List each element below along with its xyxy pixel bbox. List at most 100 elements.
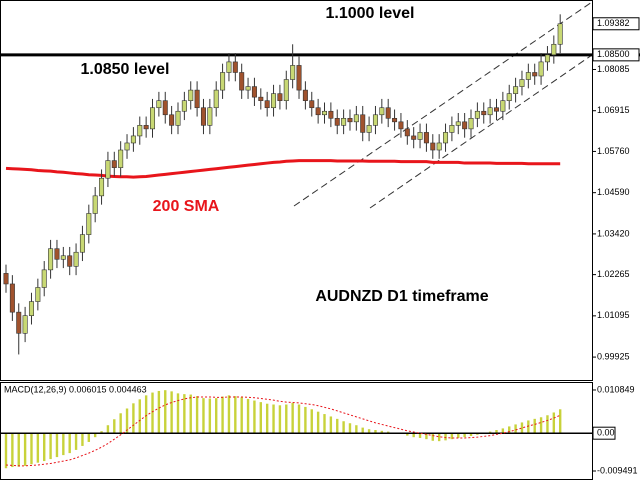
candle-body	[411, 135, 417, 140]
candle-body	[264, 100, 270, 109]
candle-body	[67, 255, 73, 267]
macd-bar	[208, 398, 212, 434]
macd-bar	[508, 426, 511, 434]
candle-body	[392, 117, 398, 123]
macd-bar	[444, 433, 447, 441]
macd-bar	[157, 390, 161, 434]
annotation: 200 SMA	[153, 198, 220, 215]
macd-panel	[0, 382, 593, 480]
candle-body	[207, 107, 213, 126]
macd-bar	[62, 433, 65, 456]
level-label-box	[592, 48, 640, 62]
macd-bar	[189, 394, 192, 434]
candle-body	[430, 142, 436, 151]
candle-body	[99, 177, 105, 197]
candle-body	[404, 128, 410, 137]
macd-bar	[119, 413, 122, 434]
macd-bar	[367, 429, 371, 434]
candle-body	[181, 100, 187, 112]
candle-body	[162, 100, 168, 116]
macd-bar	[463, 433, 466, 438]
macd-bar	[132, 403, 135, 434]
candle-body	[194, 89, 200, 109]
macd-bar	[195, 396, 199, 434]
macd-bar	[100, 431, 103, 434]
candle-body	[60, 255, 66, 260]
macd-bar	[520, 422, 524, 434]
candle-body	[506, 93, 512, 101]
macd-bar	[412, 433, 415, 438]
candle-body	[398, 121, 404, 130]
macd-bar	[495, 430, 498, 434]
candle-body	[417, 132, 423, 140]
macd-bar	[514, 424, 517, 434]
macd-bar	[227, 395, 231, 434]
macd-bar	[113, 419, 116, 434]
level-label: 1.08500	[597, 49, 630, 59]
candle-body	[86, 213, 92, 235]
macd-bar	[501, 428, 505, 434]
candle-body	[16, 311, 22, 334]
macd-bar	[93, 433, 97, 438]
macd-bar	[259, 402, 262, 434]
candle-body	[226, 61, 232, 73]
macd-bar	[406, 433, 409, 436]
macd-bar	[297, 404, 301, 434]
candle-body	[532, 72, 538, 77]
candle-body	[290, 65, 296, 80]
candle-body	[150, 107, 156, 130]
macd-bar	[374, 430, 377, 434]
candle-body	[213, 89, 219, 109]
candle-body	[455, 121, 461, 126]
candle-body	[232, 61, 238, 73]
macd-bar	[361, 427, 364, 434]
candle-body	[557, 23, 563, 45]
candle-body	[379, 107, 385, 116]
macd-bar	[49, 433, 52, 460]
price-panel	[0, 0, 593, 381]
candle-body	[22, 315, 28, 334]
candle-body	[296, 65, 302, 91]
candle-body	[423, 132, 429, 144]
macd-bar	[431, 433, 434, 441]
candle-body	[341, 117, 347, 126]
sma-line	[5, 159, 561, 179]
y-tick-label: 1.02265	[597, 269, 630, 279]
macd-bar	[183, 394, 186, 434]
candle-body	[321, 110, 327, 116]
candle-body	[481, 110, 487, 116]
macd-bar	[533, 418, 536, 434]
y-tick-label: 1.08085	[597, 64, 630, 74]
candle-body	[328, 110, 334, 119]
y-tick-label: 0.010849	[597, 384, 635, 394]
candle-body	[79, 234, 85, 253]
macd-bar	[234, 396, 237, 434]
y-tick-label: 1.06915	[597, 105, 630, 115]
zero-label-box	[592, 426, 616, 440]
macd-bar	[30, 433, 33, 465]
channel-upper	[293, 1, 593, 207]
candle-body	[156, 100, 162, 109]
candle-body	[41, 269, 47, 288]
macd-bar	[144, 395, 148, 434]
candle-body	[48, 248, 54, 271]
candle-body	[513, 86, 519, 94]
candle-body	[468, 117, 474, 130]
macd-bar	[43, 433, 46, 462]
macd-bar	[488, 431, 492, 434]
macd-bar	[4, 433, 8, 469]
candle-body	[220, 72, 226, 91]
channel-lower	[369, 54, 593, 209]
candle-body	[73, 251, 79, 267]
candle-body	[525, 72, 531, 80]
macd-bar	[272, 404, 275, 434]
candle-body	[385, 107, 391, 119]
macd-bar	[476, 433, 479, 435]
candle-body	[130, 135, 136, 144]
macd-bar	[87, 433, 91, 442]
macd-bar	[221, 396, 224, 434]
candle-body	[169, 114, 175, 126]
y-tick-label: 0.00	[597, 428, 615, 438]
macd-bar	[310, 409, 313, 434]
candle-body	[28, 301, 34, 316]
